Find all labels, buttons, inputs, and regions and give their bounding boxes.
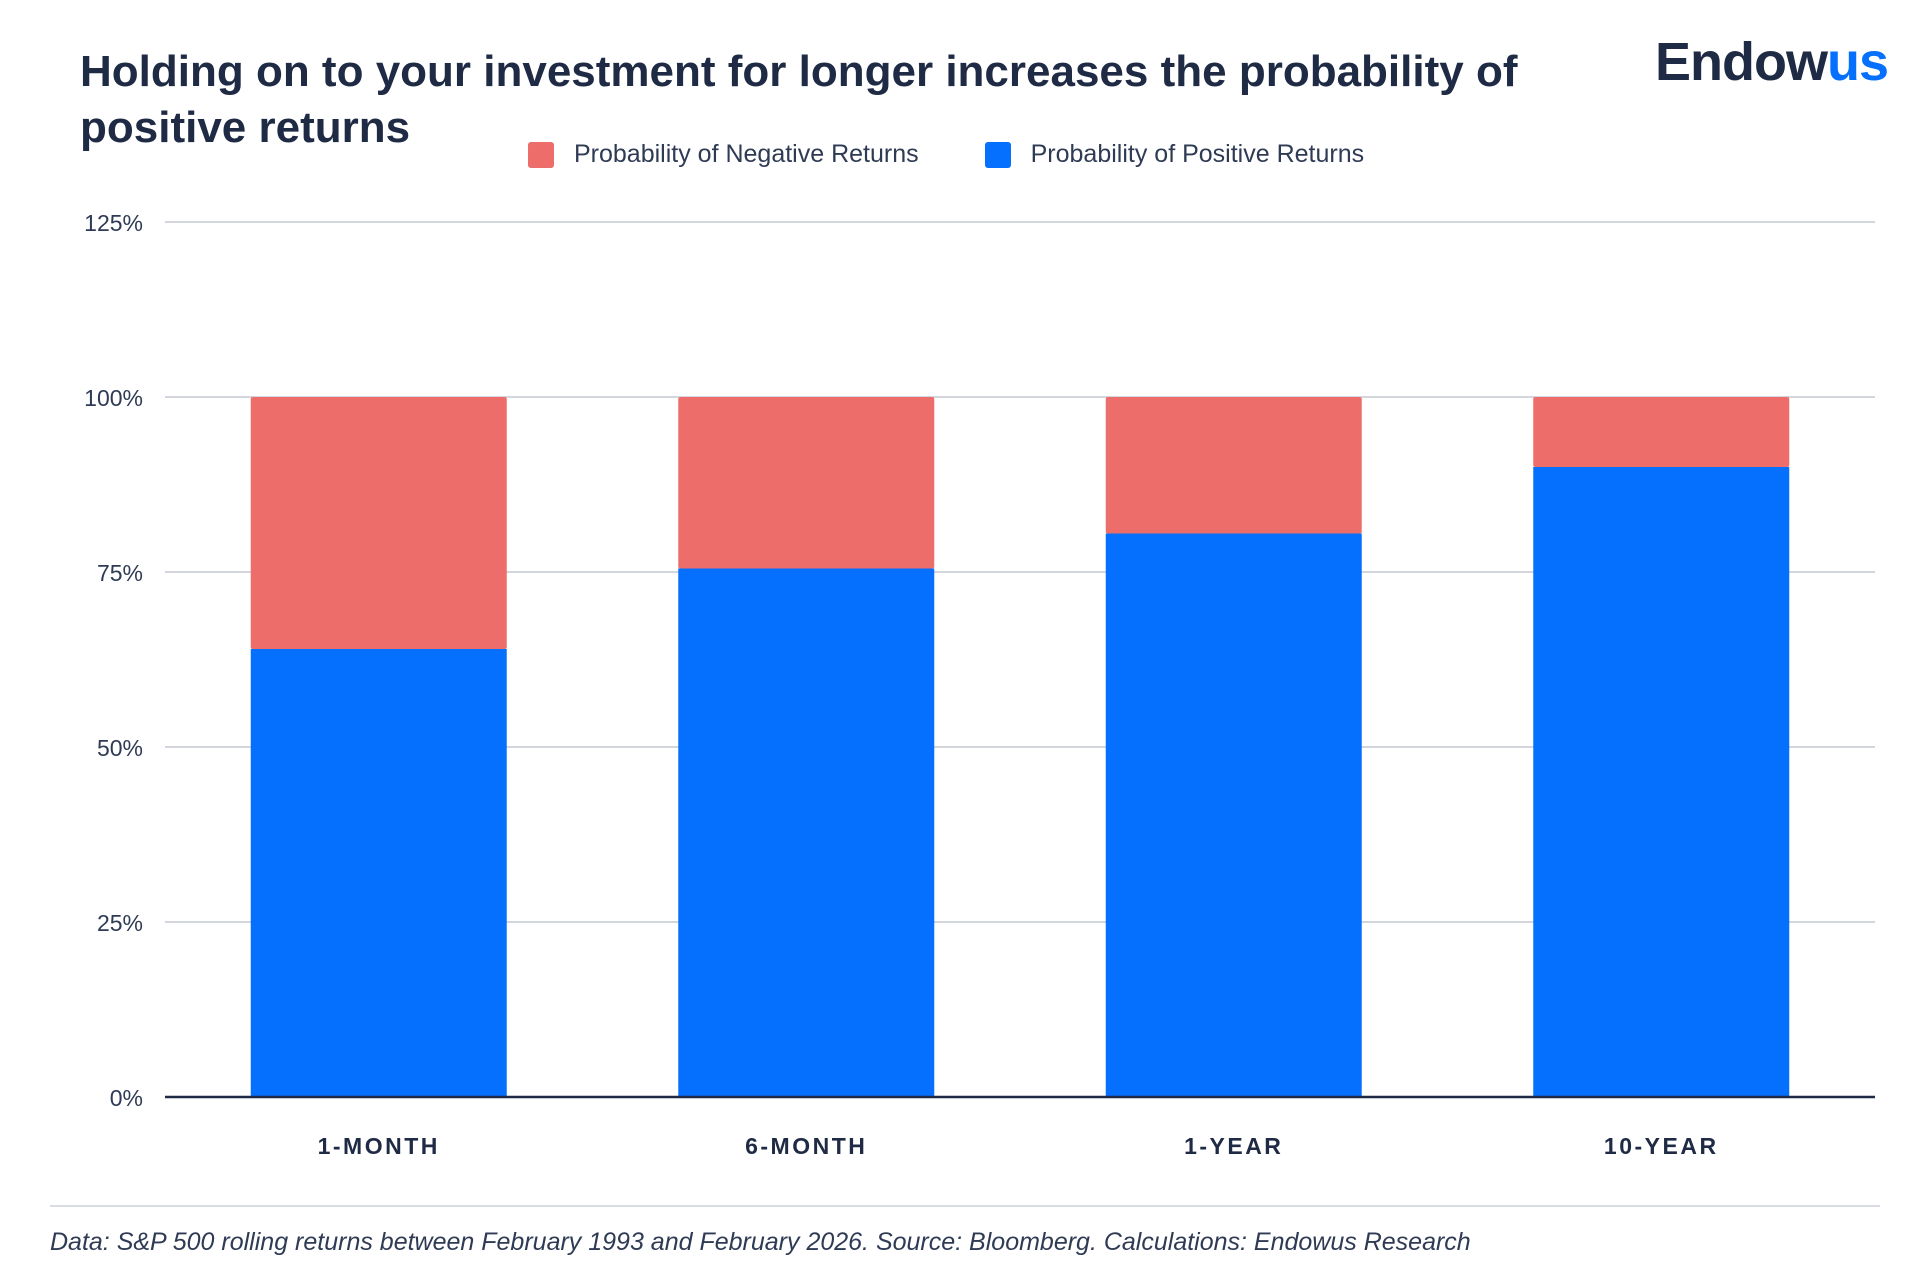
legend-item-positive: Probability of Positive Returns <box>984 140 1365 169</box>
y-tick-label: 50% <box>97 735 143 761</box>
bar-negative <box>678 397 935 569</box>
x-category-label: 6-MONTH <box>745 1133 867 1159</box>
bar-positive <box>1105 533 1362 1097</box>
chart-title: Holding on to your investment for longer… <box>80 47 1518 152</box>
legend-swatch-negative <box>528 141 554 168</box>
bar-positive <box>1533 467 1790 1097</box>
y-tick-label: 0% <box>110 1085 143 1111</box>
bar-negative <box>1105 397 1362 534</box>
legend-label-negative: Probability of Negative Returns <box>574 140 919 168</box>
y-tick-label: 100% <box>84 385 143 411</box>
x-category-label: 1-YEAR <box>1184 1133 1283 1159</box>
y-tick-label: 125% <box>84 210 143 236</box>
bar-positive <box>250 649 507 1097</box>
y-tick-label: 25% <box>97 910 143 936</box>
bar-negative <box>1533 397 1790 467</box>
x-category-label: 1-MONTH <box>318 1133 440 1159</box>
bar-negative <box>250 397 507 649</box>
x-category-label: 10-YEAR <box>1604 1133 1719 1159</box>
stacked-bar-chart: 0% 25% 50% 75% 100% 125% 1-MONTH 6-MONTH 1-YEAR 1… <box>84 210 1875 1159</box>
chart-legend: Probability of Negative Returns Probabil… <box>528 140 1430 169</box>
source-footnote: Data: S&P 500 rolling returns between Fe… <box>50 1228 1471 1256</box>
y-tick-label: 75% <box>97 560 143 586</box>
legend-label-positive: Probability of Positive Returns <box>1030 140 1365 168</box>
logo-text-part1: Endow <box>1654 32 1828 92</box>
logo-text-part2: us <box>1826 32 1889 92</box>
bar-positive <box>678 568 935 1097</box>
legend-item-negative: Probability of Negative Returns <box>528 140 919 169</box>
footer-divider <box>50 1205 1880 1207</box>
legend-swatch-positive <box>984 141 1011 168</box>
endowus-logo: Endowus <box>1654 30 1889 94</box>
